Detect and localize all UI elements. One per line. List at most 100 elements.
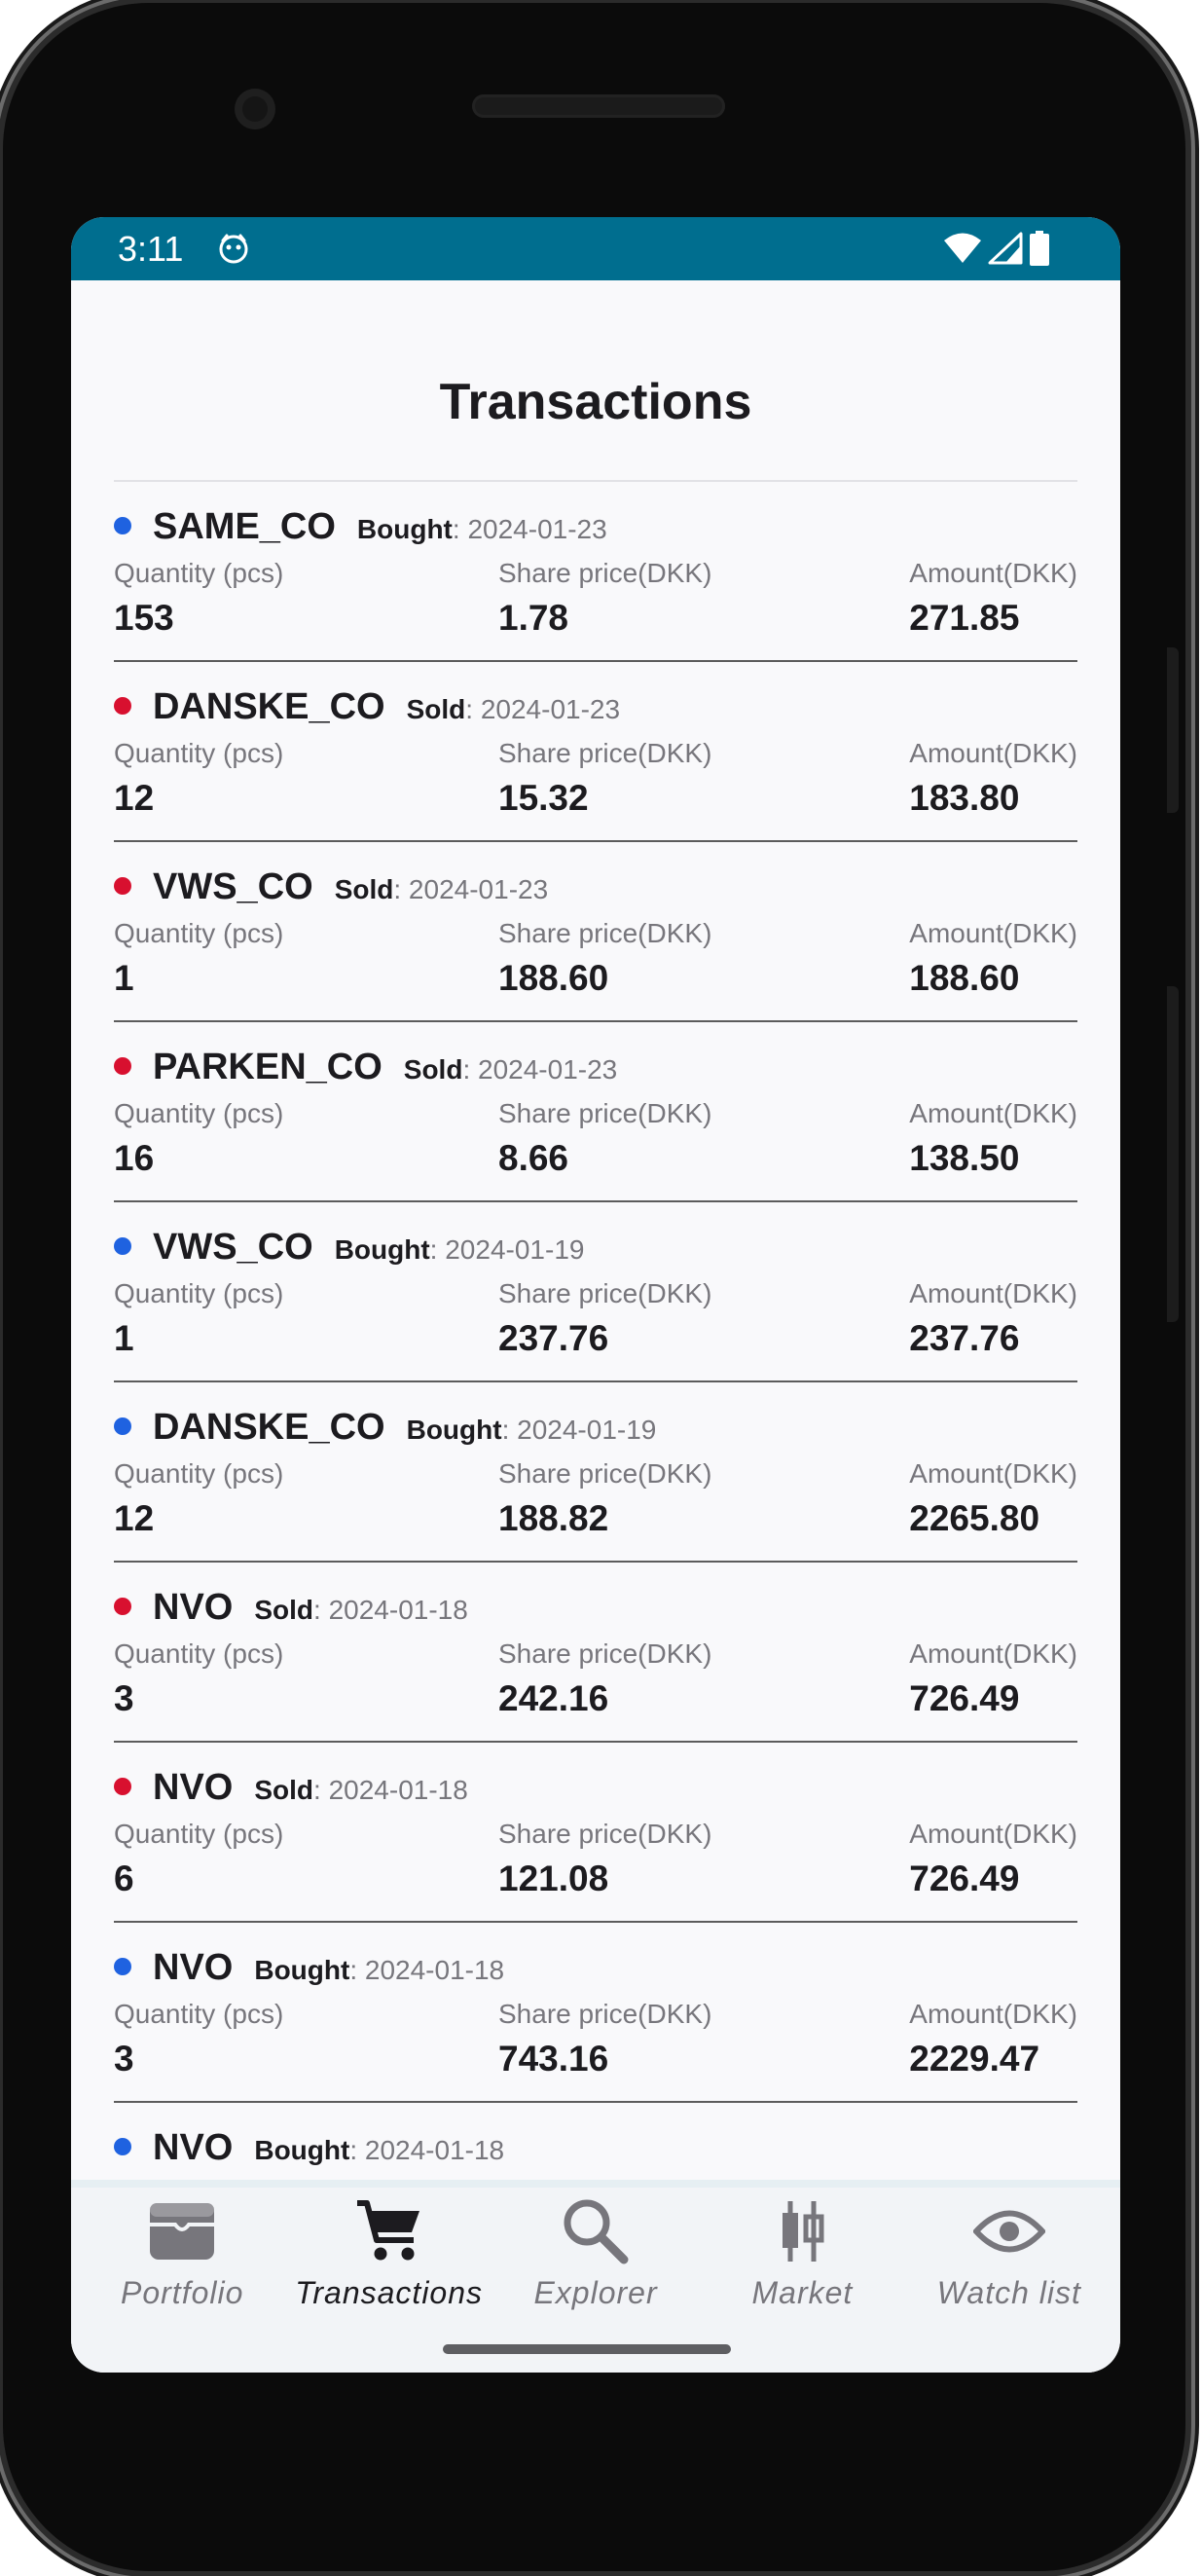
transaction-header: NVO Bought: 2024-01-18 (114, 2127, 504, 2169)
share-price-label: Share price(DKK) (498, 1278, 712, 1308)
amount-label: Amount(DKK) (909, 1278, 1077, 1308)
transaction-date: : 2024-01-18 (313, 1595, 468, 1625)
transaction-row[interactable]: DANSKE_CO Sold: 2024-01-23 Quantity (pcs) 1… (114, 662, 1077, 842)
amount-column: Amount(DKK) 271.85 (909, 558, 1077, 640)
amount-value: 2265.80 (909, 1498, 1040, 1538)
quantity-column: Quantity (pcs) 1 (114, 918, 283, 1000)
transaction-header: NVO Sold: 2024-01-18 (114, 1587, 468, 1629)
transaction-date: : 2024-01-18 (313, 1775, 468, 1805)
transaction-symbol: VWS_CO (153, 1227, 313, 1268)
transaction-type-dot (114, 1417, 131, 1435)
share-price-value: 1.78 (498, 598, 569, 638)
battery-icon (1030, 231, 1049, 266)
transaction-symbol: NVO (153, 2127, 234, 2168)
wifi-icon (944, 233, 981, 263)
quantity-column: Quantity (pcs) 16 (114, 1098, 283, 1180)
quantity-value: 12 (114, 1498, 155, 1538)
gesture-bar[interactable] (443, 2344, 731, 2354)
transaction-header: DANSKE_CO Sold: 2024-01-23 (114, 686, 620, 728)
page-title: Transactions (439, 374, 752, 430)
amount-label: Amount(DKK) (909, 1999, 1077, 2029)
transaction-type-dot (114, 877, 131, 895)
nav-item-transactions[interactable]: Transactions (285, 2188, 492, 2322)
search-icon (564, 2199, 629, 2264)
share-price-column: Share price(DKK) 188.82 (498, 1458, 711, 1540)
transaction-header: NVO Sold: 2024-01-18 (114, 1767, 468, 1809)
transaction-action: Bought (334, 1234, 430, 1265)
share-price-value: 121.08 (498, 1858, 609, 1898)
transaction-row[interactable]: DANSKE_CO Bought: 2024-01-19 Quantity (pcs… (114, 1382, 1077, 1563)
volume-button (1167, 986, 1179, 1322)
share-price-column: Share price(DKK) 188.60 (498, 918, 711, 1000)
phone-frame: 3:11 Trans (3, 3, 1185, 2571)
transactions-screen: Transactions SAME_CO Bought: 2024-01-23 Qu… (71, 280, 1120, 2373)
shopping-cart-icon (356, 2200, 419, 2261)
share-price-column: Share price(DKK) 242.16 (498, 1638, 711, 1720)
transaction-action: Sold (334, 874, 394, 904)
transaction-row[interactable]: NVO Sold: 2024-01-18 Quantity (pcs) 6 Share … (114, 1743, 1077, 1923)
share-price-column: Share price(DKK) 121.08 (498, 1819, 711, 1900)
quantity-label: Quantity (pcs) (114, 558, 284, 588)
quantity-label: Quantity (pcs) (114, 1098, 284, 1128)
share-price-value: 242.16 (498, 1678, 609, 1718)
amount-column: Amount(DKK) 237.76 (909, 1278, 1077, 1360)
nav-label: Transactions (295, 2275, 484, 2310)
transaction-row[interactable]: PARKEN_CO Sold: 2024-01-23 Quantity (pcs) 1… (114, 1022, 1077, 1202)
amount-label: Amount(DKK) (909, 1638, 1077, 1669)
quantity-column: Quantity (pcs) 6 (114, 1819, 283, 1900)
amount-value: 237.76 (909, 1318, 1020, 1358)
amount-value: 2229.47 (909, 2039, 1040, 2079)
wallet-icon (150, 2203, 215, 2260)
nav-label: Market (751, 2275, 854, 2310)
status-bar: 3:11 (71, 217, 1120, 280)
transaction-action: Bought (406, 1415, 502, 1445)
title-divider (114, 480, 1077, 482)
transaction-action: Bought (356, 514, 453, 544)
nav-item-explorer[interactable]: Explorer (492, 2188, 699, 2322)
quantity-value: 6 (114, 1858, 134, 1898)
transaction-action: Sold (254, 1775, 314, 1805)
nav-label: Portfolio (121, 2275, 244, 2310)
nav-item-market[interactable]: Market (699, 2188, 905, 2322)
transaction-date: : 2024-01-23 (452, 514, 607, 544)
amount-column: Amount(DKK) 138.50 (909, 1098, 1077, 1180)
nav-item-watch-list[interactable]: Watch list (906, 2188, 1112, 2322)
transaction-date: : 2024-01-23 (462, 1054, 618, 1085)
transaction-symbol: PARKEN_CO (153, 1047, 382, 1087)
quantity-column: Quantity (pcs) 12 (114, 1458, 283, 1540)
transaction-row[interactable]: VWS_CO Sold: 2024-01-23 Quantity (pcs) 1 Sha… (114, 842, 1077, 1022)
amount-label: Amount(DKK) (909, 1819, 1077, 1849)
share-price-label: Share price(DKK) (498, 918, 712, 948)
share-price-column: Share price(DKK) 15.32 (498, 738, 711, 820)
transaction-list[interactable]: SAME_CO Bought: 2024-01-23 Quantity (pcs) 1… (114, 482, 1077, 2283)
quantity-label: Quantity (pcs) (114, 1819, 284, 1849)
quantity-value: 3 (114, 1678, 134, 1718)
transaction-header: SAME_CO Bought: 2024-01-23 (114, 506, 607, 548)
share-price-column: Share price(DKK) 8.66 (498, 1098, 711, 1180)
transaction-action: Bought (254, 1955, 350, 1985)
amount-column: Amount(DKK) 2265.80 (909, 1458, 1077, 1540)
transaction-row[interactable]: NVO Sold: 2024-01-18 Quantity (pcs) 3 Share … (114, 1563, 1077, 1743)
share-price-value: 8.66 (498, 1138, 569, 1178)
quantity-label: Quantity (pcs) (114, 738, 284, 768)
transaction-action: Sold (254, 1595, 314, 1625)
amount-label: Amount(DKK) (909, 738, 1077, 768)
amount-value: 726.49 (909, 1678, 1020, 1718)
transaction-row[interactable]: VWS_CO Bought: 2024-01-19 Quantity (pcs) 1 S… (114, 1202, 1077, 1382)
amount-label: Amount(DKK) (909, 918, 1077, 948)
transaction-row[interactable]: NVO Bought: 2024-01-18 Quantity (pcs) 3 Shar… (114, 1923, 1077, 2103)
transaction-symbol: VWS_CO (153, 866, 313, 907)
transaction-type-dot (114, 1598, 131, 1615)
transaction-type-dot (114, 1237, 131, 1255)
front-camera (235, 89, 275, 129)
candlestick-icon (783, 2201, 824, 2262)
amount-value: 726.49 (909, 1858, 1020, 1898)
nav-item-portfolio[interactable]: Portfolio (79, 2188, 285, 2322)
transaction-row[interactable]: SAME_CO Bought: 2024-01-23 Quantity (pcs) 1… (114, 482, 1077, 662)
amount-label: Amount(DKK) (909, 1458, 1077, 1489)
share-price-label: Share price(DKK) (498, 1638, 712, 1669)
transaction-symbol: DANSKE_CO (153, 1407, 385, 1448)
quantity-value: 12 (114, 778, 155, 818)
share-price-column: Share price(DKK) 1.78 (498, 558, 711, 640)
share-price-column: Share price(DKK) 237.76 (498, 1278, 711, 1360)
